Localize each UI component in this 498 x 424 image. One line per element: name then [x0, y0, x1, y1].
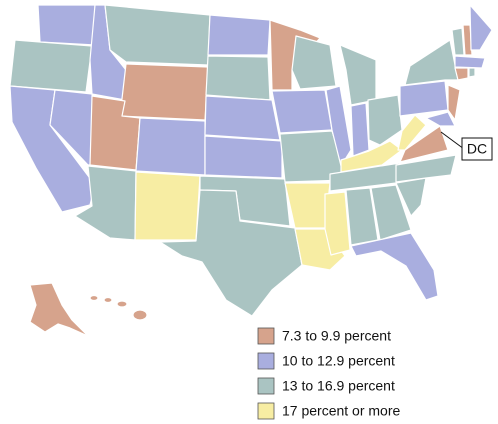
state: [367, 94, 403, 146]
state: [370, 184, 412, 241]
state: [395, 154, 457, 183]
state: [159, 189, 303, 317]
state: [104, 4, 211, 66]
state: [103, 296, 113, 304]
state: [350, 232, 439, 301]
legend-swatch: [257, 352, 275, 370]
legend-label: 17 percent or more: [282, 403, 400, 419]
state: [451, 27, 465, 56]
state: [399, 80, 449, 117]
state: [425, 111, 456, 127]
state: [89, 294, 99, 302]
state: [462, 24, 473, 56]
state: [207, 14, 271, 56]
state: [9, 39, 93, 93]
state: [397, 114, 427, 151]
state: [134, 171, 201, 241]
state: [204, 95, 281, 141]
state: [291, 35, 337, 90]
legend-label: 7.3 to 9.9 percent: [282, 328, 391, 344]
legend-swatch: [257, 327, 275, 345]
state: [404, 39, 459, 86]
state: [350, 102, 370, 157]
state: [204, 135, 283, 179]
state: [284, 182, 331, 229]
legend-swatch: [257, 377, 275, 395]
state: [454, 67, 469, 81]
state: [119, 63, 209, 121]
state: [468, 67, 476, 78]
legend-label: 10 to 12.9 percent: [282, 353, 395, 369]
state: [205, 55, 271, 101]
legend-label: 13 to 16.9 percent: [282, 378, 395, 394]
legend: 7.3 to 9.9 percent 10 to 12.9 percent 13 t…: [257, 327, 400, 420]
state: [37, 4, 96, 46]
state: [132, 309, 148, 321]
state: [399, 125, 449, 163]
states: [9, 4, 493, 337]
state: [469, 4, 493, 51]
state: [29, 282, 89, 337]
state: [135, 117, 206, 176]
state: [447, 84, 461, 121]
callout-box: [461, 137, 493, 161]
legend-swatch: [257, 402, 275, 420]
state: [454, 55, 486, 69]
callout-line: [440, 131, 465, 150]
callout-label: DC: [467, 141, 487, 157]
state: [339, 44, 377, 106]
state: [271, 89, 333, 134]
state: [116, 300, 128, 308]
state: [324, 191, 351, 256]
